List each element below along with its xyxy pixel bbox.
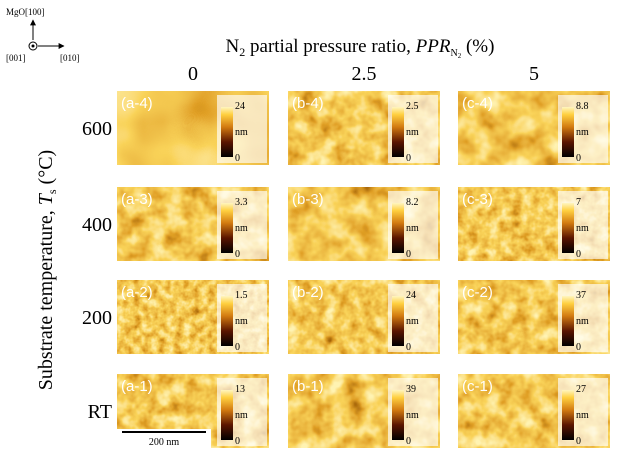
colorbar-max: 8.8 xyxy=(576,101,589,112)
colorbar xyxy=(392,107,404,157)
colorbar-max: 7 xyxy=(576,197,581,208)
colorbar-unit: nm xyxy=(235,223,248,234)
compass-right: [010] xyxy=(60,53,80,63)
colorbar-unit: nm xyxy=(406,223,419,234)
colorbar-min: 0 xyxy=(406,436,411,447)
compass: MgO[100] [001] [010] xyxy=(6,7,80,63)
panel-label: (a-4) xyxy=(121,95,153,112)
colorbar-min: 0 xyxy=(235,153,240,164)
panel-label: (a-1) xyxy=(121,378,153,395)
colorbar-unit: nm xyxy=(406,127,419,138)
panel-label: (c-2) xyxy=(462,284,493,301)
colorbar-max: 37 xyxy=(576,290,586,301)
colorbar-unit: nm xyxy=(406,316,419,327)
colorbar xyxy=(221,203,233,253)
colorbar-unit: nm xyxy=(576,410,589,421)
compass-up: MgO[100] xyxy=(6,7,45,17)
origin-dot xyxy=(32,45,35,48)
colorbar-unit: nm xyxy=(576,127,589,138)
column-label: 0 xyxy=(188,63,198,85)
figure: MgO[100] [001] [010] N2 partial pressure… xyxy=(0,0,619,451)
colorbar-max: 1.5 xyxy=(235,290,248,301)
colorbar-min: 0 xyxy=(406,249,411,260)
colorbar xyxy=(562,296,574,346)
scale-bar-label: 200 nm xyxy=(149,437,180,448)
colorbar-min: 0 xyxy=(576,436,581,447)
row-label: 600 xyxy=(82,118,112,140)
colorbar-min: 0 xyxy=(576,342,581,353)
panel-label: (a-3) xyxy=(121,191,153,208)
row-label: 200 xyxy=(82,307,112,329)
colorbar xyxy=(221,390,233,440)
colorbar-max: 13 xyxy=(235,384,245,395)
colorbar-unit: nm xyxy=(406,410,419,421)
colorbar-max: 8.2 xyxy=(406,197,419,208)
colorbar-min: 0 xyxy=(576,249,581,260)
colorbar-min: 0 xyxy=(235,249,240,260)
column-label: 5 xyxy=(529,63,539,85)
t: partial pressure ratio, xyxy=(245,36,415,57)
colorbar-min: 0 xyxy=(406,342,411,353)
colorbar xyxy=(392,296,404,346)
column-label: 2.5 xyxy=(352,63,377,85)
t: N xyxy=(226,36,240,57)
t: (°C) xyxy=(35,150,57,190)
panel-label: (b-1) xyxy=(292,378,324,395)
colorbar-max: 2.5 xyxy=(406,101,419,112)
colorbar-max: 24 xyxy=(406,290,416,301)
compass-origin: [001] xyxy=(6,53,26,63)
panel-label: (b-3) xyxy=(292,191,324,208)
colorbar-max: 27 xyxy=(576,384,586,395)
panel-label: (c-3) xyxy=(462,191,493,208)
colorbar-unit: nm xyxy=(576,223,589,234)
colorbar xyxy=(562,203,574,253)
colorbar-min: 0 xyxy=(576,153,581,164)
colorbar xyxy=(221,107,233,157)
colorbar xyxy=(392,203,404,253)
panel-label: (c-4) xyxy=(462,95,493,112)
colorbar-min: 0 xyxy=(235,342,240,353)
colorbar-unit: nm xyxy=(235,127,248,138)
colorbar-unit: nm xyxy=(235,410,248,421)
row-label: 400 xyxy=(82,214,112,236)
colorbar-min: 0 xyxy=(235,436,240,447)
colorbar-unit: nm xyxy=(576,316,589,327)
colorbar xyxy=(562,390,574,440)
colorbar-min: 0 xyxy=(406,153,411,164)
y-title: Substrate temperature, Ts (°C) xyxy=(35,150,59,390)
row-label: RT xyxy=(88,401,112,423)
panel-label: (c-1) xyxy=(462,378,493,395)
panel-label: (a-2) xyxy=(121,284,153,301)
colorbar-max: 24 xyxy=(235,101,245,112)
panel-label: (b-4) xyxy=(292,95,324,112)
t: N xyxy=(451,48,458,59)
t: PPR xyxy=(415,36,451,57)
panel-label: (b-2) xyxy=(292,284,324,301)
t: Substrate temperature, xyxy=(35,205,57,390)
colorbar xyxy=(392,390,404,440)
t: (%) xyxy=(461,36,494,57)
panels: (a-4) 24 nm 0 (b-4) 2.5 nm 0 (c-4) 8.8 nm 0 (a-3) 3.3… xyxy=(117,91,610,449)
x-title: N2 partial pressure ratio, PPRN2 (%) xyxy=(226,36,495,60)
colorbar xyxy=(562,107,574,157)
colorbar-unit: nm xyxy=(235,316,248,327)
colorbar xyxy=(221,296,233,346)
colorbar-max: 3.3 xyxy=(235,197,248,208)
colorbar-max: 39 xyxy=(406,384,416,395)
